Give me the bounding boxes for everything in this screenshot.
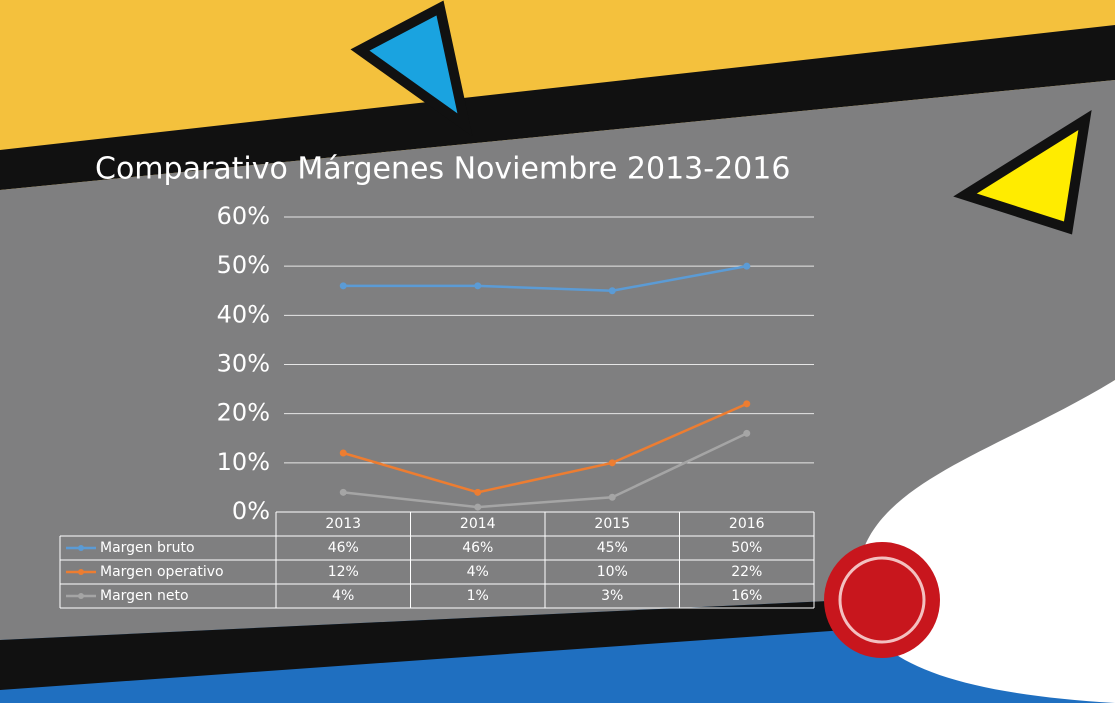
table-value: 4% (332, 588, 354, 604)
point (340, 489, 347, 496)
point (474, 282, 481, 289)
point (743, 400, 750, 407)
table-value: 46% (328, 540, 359, 556)
legend-marker (78, 545, 84, 551)
table-value: 45% (597, 540, 628, 556)
x-tick-label: 2016 (729, 516, 765, 532)
legend-label: Margen operativo (100, 564, 224, 580)
y-tick-label: 20% (217, 399, 270, 427)
chart: Comparativo Márgenes Noviembre 2013-2016… (0, 0, 1115, 703)
y-tick-label: 40% (217, 300, 270, 328)
chart-title: Comparativo Márgenes Noviembre 2013-2016 (95, 152, 790, 187)
point (340, 450, 347, 457)
page: {"chart_data": {"type": "line", "title":… (0, 0, 1115, 703)
table-value: 22% (731, 564, 762, 580)
x-tick-label: 2015 (594, 516, 630, 532)
point (609, 494, 616, 501)
point (474, 504, 481, 511)
y-tick-label: 30% (217, 350, 270, 378)
y-tick-label: 10% (217, 448, 270, 476)
y-tick-label: 0% (232, 497, 270, 525)
table-value: 12% (328, 564, 359, 580)
y-tick-label: 60% (217, 202, 270, 230)
table-value: 1% (467, 588, 489, 604)
legend-marker (78, 569, 84, 575)
point (340, 282, 347, 289)
table-value: 16% (731, 588, 762, 604)
table-value: 4% (467, 564, 489, 580)
x-tick-label: 2013 (325, 516, 361, 532)
y-tick-label: 50% (217, 251, 270, 279)
table-value: 50% (731, 540, 762, 556)
point (609, 287, 616, 294)
legend-label: Margen neto (100, 588, 189, 604)
x-tick-label: 2014 (460, 516, 496, 532)
table-value: 10% (597, 564, 628, 580)
point (743, 430, 750, 437)
table-value: 3% (601, 588, 623, 604)
legend-label: Margen bruto (100, 540, 195, 556)
point (609, 459, 616, 466)
table-value: 46% (462, 540, 493, 556)
legend-marker (78, 593, 84, 599)
point (743, 263, 750, 270)
point (474, 489, 481, 496)
